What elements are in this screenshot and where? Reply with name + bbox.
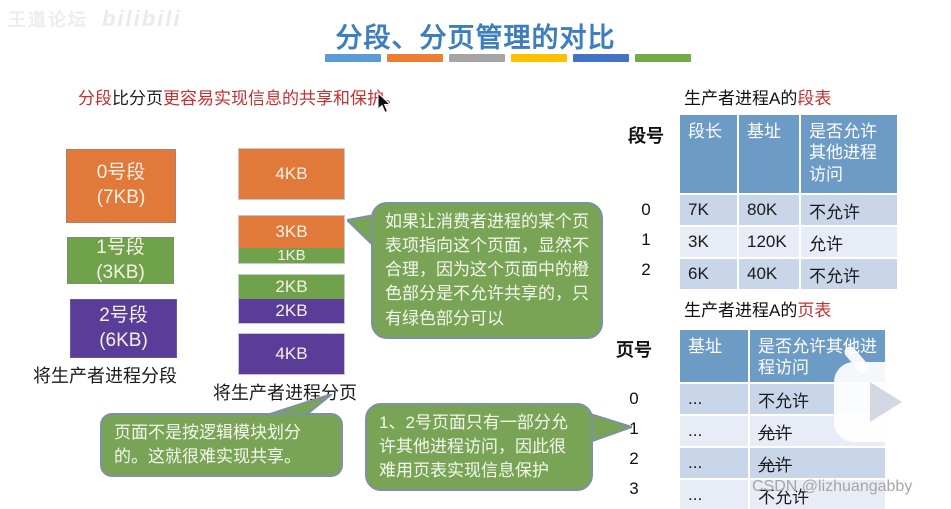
segment-table-side-label: 段号 [628, 126, 664, 146]
page-table-title: 生产者进程A的页表 [684, 296, 831, 321]
page-table-row: ... 允许 [680, 448, 885, 478]
title-underline [325, 54, 691, 62]
cell-base: ... [680, 480, 748, 509]
page-box-2-part-1: 2KB [239, 299, 344, 323]
page-table-title-red: 页表 [797, 301, 832, 320]
mouse-cursor-icon [377, 93, 392, 114]
segment-table-row-ids: 0 1 2 [636, 195, 656, 285]
cell-base: ... [680, 448, 748, 478]
page-box-0-part-0: 4KB [239, 149, 344, 199]
cell-base: 40K [739, 259, 799, 289]
page-row-id: 1 [629, 419, 639, 438]
title-underline-bar [449, 54, 505, 62]
cell-access: 允许 [750, 448, 885, 478]
page-table-side-label: 页号 [616, 340, 652, 360]
cell-seglen: 3K [680, 227, 737, 257]
cell-access: 不允许 [801, 259, 897, 289]
title-underline-bar [511, 54, 567, 62]
page-table-title-prefix: 生产者进程A的 [684, 301, 798, 320]
cell-access: 不允许 [750, 480, 885, 509]
page-table: 基址 是否允许其他进程访问 ... 不允许 ... 允许 ... 允许 ... … [680, 330, 885, 509]
segment-row-id: 0 [641, 200, 651, 219]
header-seglen: 段长 [680, 115, 737, 193]
intro-part-red1: 分段 [78, 89, 112, 108]
cell-access: 允许 [801, 227, 897, 257]
cell-base: 120K [739, 227, 799, 257]
segment-table-row: 7K 80K 不允许 [680, 195, 897, 225]
intro-sentence: 分段比分页更容易实现信息的共享和保护。 [78, 84, 401, 109]
segment-box-0-size: (7KB) [96, 187, 146, 208]
segment-table-header: 段长 基址 是否允许其他进程访问 [680, 115, 897, 193]
segment-table-title: 生产者进程A的段表 [684, 84, 831, 109]
header-base: 基址 [739, 115, 799, 193]
segments-caption: 将生产者进程分段 [33, 366, 177, 386]
segment-box-1: 1号段 (3KB) [67, 237, 174, 284]
segment-box-0: 0号段 (7KB) [66, 149, 176, 223]
page-row-id: 2 [629, 449, 639, 468]
page-box-2-part-0: 2KB [239, 275, 344, 299]
page-table-header: 基址 是否允许其他进程访问 [680, 330, 885, 382]
segment-box-2: 2号段 (6KB) [70, 299, 177, 358]
segment-table-title-red: 段表 [797, 89, 832, 108]
video-play-button[interactable] [830, 346, 934, 446]
segment-box-0-label: 0号段 [96, 162, 146, 184]
segment-table: 段长 基址 是否允许其他进程访问 7K 80K 不允许 3K 120K 允许 6… [680, 115, 897, 289]
page-box-2: 2KB 2KB [238, 274, 345, 324]
bubble-protection: 1、2号页面只有一部分允许其他进程访问，因此很难用页表实现信息保护 [365, 403, 593, 492]
cell-base: 80K [739, 195, 799, 225]
cell-seglen: 7K [680, 195, 737, 225]
segment-table-title-prefix: 生产者进程A的 [684, 89, 798, 108]
segment-box-1-size: (3KB) [96, 261, 145, 283]
title-underline-bar [573, 54, 629, 62]
page-table-row: ... 不允许 [680, 480, 885, 509]
page-row-id: 0 [629, 389, 639, 408]
page-box-1-part-1: 1KB [239, 247, 344, 264]
cell-base: ... [680, 416, 748, 446]
page-box-3: 4KB [238, 333, 345, 375]
page-table-row-ids: 0 1 2 3 [624, 384, 644, 504]
segment-table-row: 6K 40K 不允许 [680, 259, 897, 289]
bubble-share-warning: 如果让消费者进程的某个页表项指向这个页面，显然不合理，因为这个页面中的橙色部分是… [371, 202, 603, 339]
cell-access: 不允许 [801, 195, 897, 225]
bubble-protection-tail [584, 410, 632, 446]
page-row-id: 3 [629, 479, 639, 498]
page-box-1-part-0: 3KB [239, 216, 344, 248]
title-underline-bar [387, 54, 443, 62]
header-access: 是否允许其他进程访问 [801, 115, 897, 193]
page-box-0: 4KB [238, 148, 345, 200]
intro-part-red2: 更容易实现信息的共享和保护。 [163, 89, 401, 108]
bilibili-logo-text: bilibili [102, 6, 182, 31]
page-box-1: 3KB 1KB [238, 215, 345, 264]
segment-box-2-label: 2号段 [99, 304, 148, 326]
bubble-page-split: 页面不是按逻辑模块划分的。这就很难实现共享。 [100, 413, 343, 478]
title-underline-bar [325, 54, 381, 62]
cell-seglen: 6K [680, 259, 737, 289]
segment-row-id: 2 [641, 260, 651, 279]
title-underline-bar [635, 54, 691, 62]
segment-table-row: 3K 120K 允许 [680, 227, 897, 257]
segment-box-2-size: (6KB) [99, 329, 148, 351]
cell-base: ... [680, 384, 748, 414]
bilibili-play-icon [834, 346, 928, 442]
header-base: 基址 [680, 330, 748, 382]
page-title: 分段、分页管理的对比 [335, 23, 616, 53]
watermark-wangdao: 王道论坛 bilibili [8, 6, 182, 32]
segment-box-1-label: 1号段 [96, 236, 145, 258]
segment-row-id: 1 [641, 230, 651, 249]
wangdao-logo-text: 王道论坛 [8, 10, 88, 30]
watermark-csdn: CSDN @lizhuangabby [752, 478, 913, 495]
intro-part-black: 比分页 [112, 89, 163, 108]
page-box-3-part-0: 4KB [239, 334, 344, 374]
